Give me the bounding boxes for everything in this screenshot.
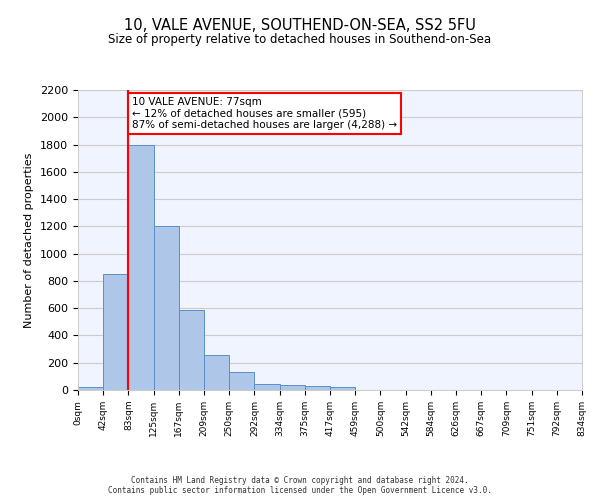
Y-axis label: Number of detached properties: Number of detached properties — [25, 152, 34, 328]
Text: 10 VALE AVENUE: 77sqm
← 12% of detached houses are smaller (595)
87% of semi-det: 10 VALE AVENUE: 77sqm ← 12% of detached … — [132, 97, 397, 130]
Bar — [305, 386, 330, 390]
Bar — [330, 388, 355, 390]
Text: 10, VALE AVENUE, SOUTHEND-ON-SEA, SS2 5FU: 10, VALE AVENUE, SOUTHEND-ON-SEA, SS2 5F… — [124, 18, 476, 32]
Bar — [103, 274, 128, 390]
Bar — [204, 355, 229, 390]
Bar — [179, 310, 204, 390]
Bar — [128, 144, 154, 390]
Text: Contains HM Land Registry data © Crown copyright and database right 2024.
Contai: Contains HM Land Registry data © Crown c… — [108, 476, 492, 495]
Text: Size of property relative to detached houses in Southend-on-Sea: Size of property relative to detached ho… — [109, 32, 491, 46]
Bar — [254, 384, 280, 390]
Bar — [78, 386, 103, 390]
Bar — [229, 372, 254, 390]
Bar — [280, 384, 305, 390]
Bar — [154, 226, 179, 390]
